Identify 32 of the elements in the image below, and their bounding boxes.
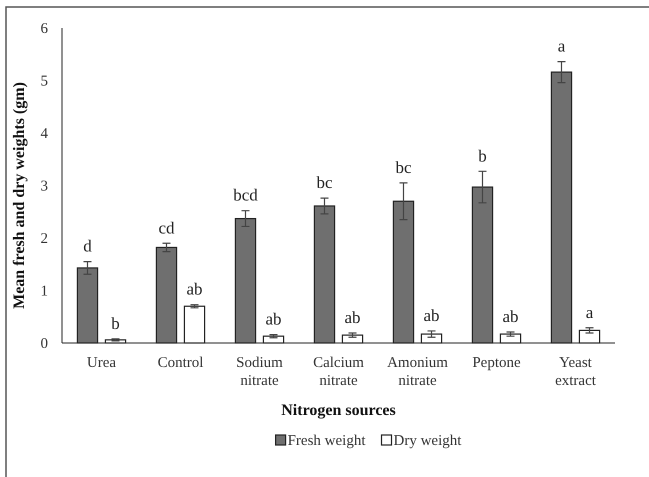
x-tick-label: Amonium nitrate	[387, 355, 448, 389]
annotation: a	[558, 36, 566, 56]
legend-label: Fresh weight	[288, 433, 366, 449]
y-tick-label: 1	[40, 283, 48, 300]
annotation: bcd	[233, 186, 258, 205]
annotation: bc	[316, 173, 333, 192]
annotation: b	[111, 314, 120, 333]
x-tick-label: Calcium nitrate	[313, 355, 364, 389]
y-tick-label: 0	[40, 336, 48, 352]
annotation: ab	[265, 310, 282, 329]
annotation: d	[83, 236, 92, 256]
annotation: ab	[344, 308, 361, 328]
annotation: ab	[502, 306, 519, 326]
annotation: bc	[395, 158, 412, 177]
x-tick-label: Peptone	[472, 355, 522, 371]
annotation: a	[586, 302, 594, 322]
annotation: b	[478, 146, 487, 166]
annotation: ab	[423, 306, 440, 325]
y-tick-label: 4	[40, 126, 48, 142]
y-tick-label: 2	[40, 230, 48, 247]
x-tick-label: Urea	[86, 355, 116, 371]
y-tick-label: 6	[40, 20, 48, 37]
y-tick-label: 3	[40, 178, 48, 194]
annotation: cd	[158, 218, 176, 238]
x-tick-label: Sodium nitrate	[236, 355, 284, 389]
annotation: ab	[186, 280, 203, 299]
y-axis-title: Mean fresh and dry weights (gm)	[11, 82, 28, 309]
x-tick-label: Yeast extract	[555, 355, 597, 389]
x-tick-label: Control	[158, 355, 204, 371]
y-tick-label: 5	[40, 73, 48, 90]
legend-label: Dry weight	[394, 433, 462, 449]
x-axis-title: Nitrogen sources	[281, 402, 396, 419]
